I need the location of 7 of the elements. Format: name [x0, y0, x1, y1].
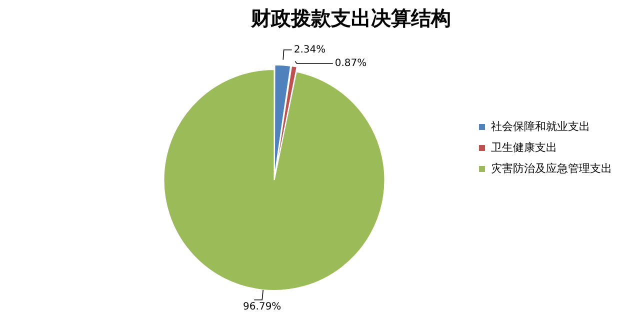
legend-label: 社会保障和就业支出: [491, 120, 590, 133]
data-label: 0.87%: [334, 58, 367, 70]
legend-label: 灾害防治及应急管理支出: [491, 162, 612, 175]
legend-label: 卫生健康支出: [491, 140, 557, 154]
chart-title: 财政拨款支出决算结构: [250, 6, 451, 30]
data-label: 2.34%: [294, 44, 326, 56]
data-label: 96.79%: [243, 301, 282, 312]
